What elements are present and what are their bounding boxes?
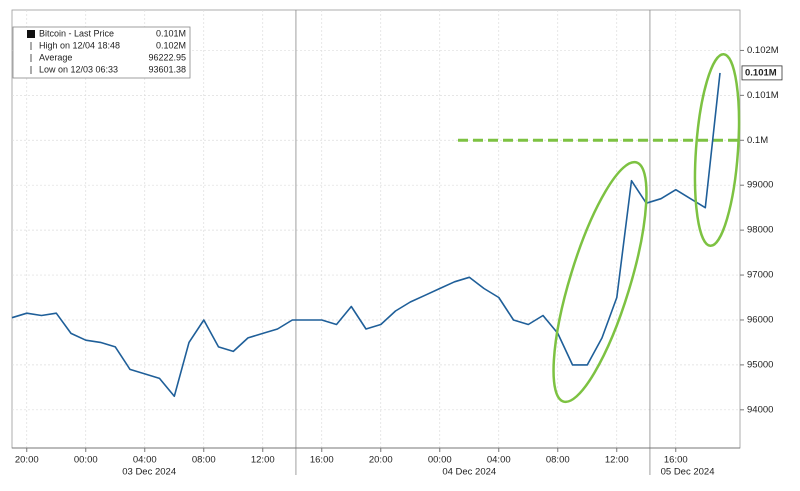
legend-value: 0.101M: [156, 28, 186, 38]
x-tick-label: 16:00: [664, 455, 688, 466]
grid: 94000 95000 96000 97000 98000 99000 0.1M 0.101M…: [12, 10, 779, 478]
date-label: 05 Dec 2024: [661, 467, 715, 478]
highlight-ellipse: [552, 160, 648, 404]
legend-label: Low on 12/03 06:33: [39, 64, 118, 74]
y-tick-label: 97000: [747, 270, 773, 281]
x-tick-label: 12:00: [605, 455, 629, 466]
date-label: 03 Dec 2024: [122, 467, 176, 478]
plot-area: [11, 9, 741, 449]
last-price-label: 0.101M: [745, 67, 777, 78]
y-tick-label: 99000: [747, 180, 773, 191]
x-tick-label: 04:00: [133, 455, 157, 466]
y-tick-label: 96000: [747, 314, 773, 325]
highlight-ellipse: [693, 52, 741, 248]
legend-value: 0.102M: [156, 40, 186, 50]
legend: Bitcoin - Last Price 0.101M High on 12/04 …: [12, 26, 191, 79]
y-tick-label: 95000: [747, 359, 773, 370]
y-tick-label: 0.102M: [747, 45, 779, 56]
x-tick-label: 12:00: [251, 455, 275, 466]
x-tick-label: 16:00: [310, 455, 334, 466]
x-tick-label: 20:00: [15, 455, 39, 466]
price-line: [11, 72, 721, 398]
x-tick-label: 08:00: [546, 455, 570, 466]
date-label: 04 Dec 2024: [442, 467, 496, 478]
legend-box: [12, 26, 191, 79]
legend-label: Average: [39, 52, 72, 62]
marks: [11, 72, 740, 398]
x-tick-label: 00:00: [428, 455, 452, 466]
y-tick-label: 98000: [747, 225, 773, 236]
annotations: [552, 52, 741, 404]
legend-label: Bitcoin - Last Price: [39, 28, 114, 38]
y-tick-label: 0.1M: [747, 135, 768, 146]
y-tick-label: 94000: [747, 404, 773, 415]
legend-value: 96222.95: [148, 52, 186, 62]
last-price-box: [741, 65, 783, 81]
x-tick-label: 00:00: [74, 455, 98, 466]
x-tick-label: 20:00: [369, 455, 393, 466]
x-tick-label: 08:00: [192, 455, 216, 466]
x-tick-label: 04:00: [487, 455, 511, 466]
legend-label: High on 12/04 18:48: [39, 40, 120, 50]
y-tick-label: 0.101M: [747, 90, 779, 101]
legend-value: 93601.38: [148, 64, 186, 74]
legend-swatch: [27, 30, 35, 38]
